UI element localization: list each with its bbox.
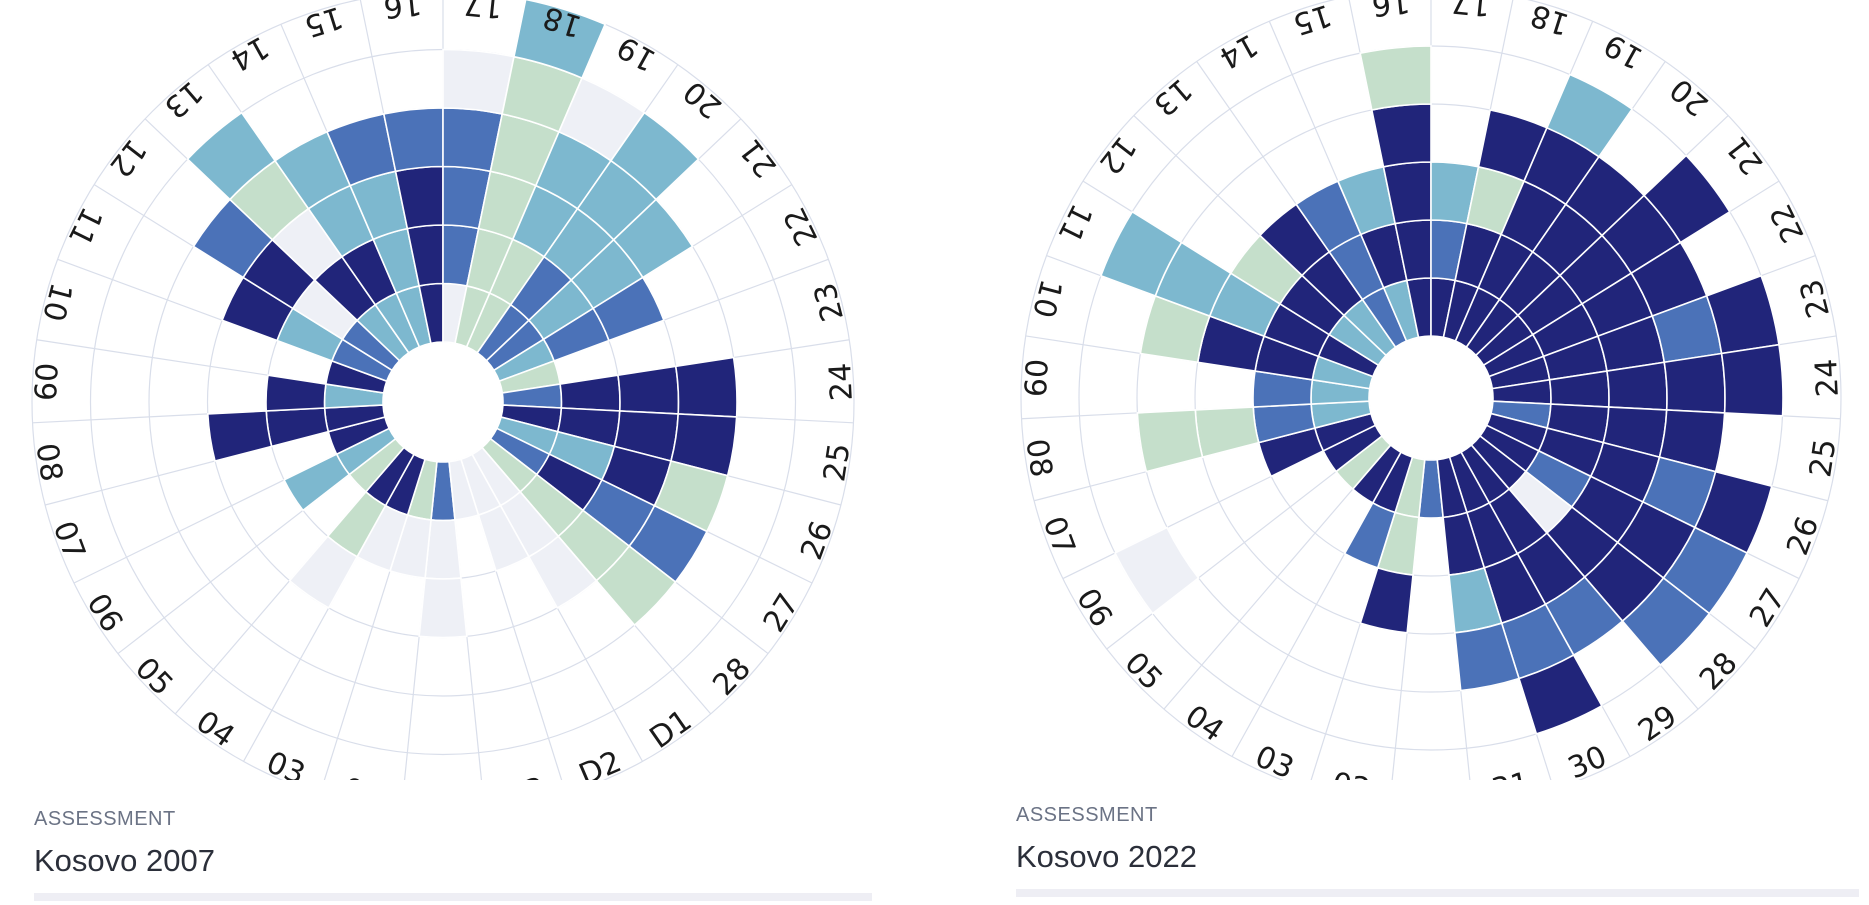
heatmap-cell-01-ring-3[interactable] xyxy=(418,577,468,639)
category-label-06: 06 xyxy=(79,588,129,639)
category-label-14: 14 xyxy=(224,29,274,78)
radial-heatmap-2007: 0102030405060708091011121314151617181920… xyxy=(26,0,860,780)
category-label-12: 12 xyxy=(1092,129,1143,181)
category-label-24: 24 xyxy=(1809,358,1846,398)
category-label-25: 25 xyxy=(1803,437,1843,480)
category-label-21: 21 xyxy=(733,132,784,184)
category-label-05: 05 xyxy=(1117,646,1169,698)
heatmap-cell-08-ring-2[interactable] xyxy=(265,407,330,448)
category-label-13: 13 xyxy=(157,74,209,125)
category-label-19: 19 xyxy=(1598,26,1648,75)
category-label-17: 17 xyxy=(463,0,505,24)
category-label-02: 02 xyxy=(340,772,384,780)
heatmap-cell-24-ring-4[interactable] xyxy=(674,356,738,418)
category-label-27: 27 xyxy=(1743,583,1793,634)
category-label-07: 07 xyxy=(1036,512,1082,560)
category-label-09: 09 xyxy=(1016,358,1053,398)
heatmap-cell-02-ring-3[interactable] xyxy=(1359,566,1414,634)
category-label-21: 21 xyxy=(1719,129,1770,181)
heatmap-cell-09-ring-2[interactable] xyxy=(265,374,327,412)
assessment-kicker: ASSESSMENT xyxy=(1016,804,1158,826)
assessment-kicker: ASSESSMENT xyxy=(34,808,176,830)
divider xyxy=(34,893,872,901)
category-label-18: 18 xyxy=(1526,0,1573,42)
category-label-15: 15 xyxy=(300,0,347,44)
category-label-03: 03 xyxy=(1250,739,1299,780)
heatmap-cell-24-ring-2[interactable] xyxy=(559,374,621,412)
heatmap-cell-17-ring-5[interactable] xyxy=(442,48,515,115)
category-label-08: 08 xyxy=(28,441,68,484)
category-label-07: 07 xyxy=(46,517,92,565)
heatmap-cell-22-ring-3[interactable] xyxy=(592,276,665,342)
category-label-10: 10 xyxy=(1025,276,1068,322)
category-label-16: 16 xyxy=(382,0,424,24)
category-label-27: 27 xyxy=(757,588,807,639)
category-label-05: 05 xyxy=(128,651,180,703)
category-label-28: 28 xyxy=(1693,646,1745,698)
category-label-17: 17 xyxy=(1450,0,1492,22)
category-label-01: 01 xyxy=(1412,778,1450,781)
category-label-26: 26 xyxy=(1780,512,1826,560)
heatmap-cell-06-ring-2[interactable] xyxy=(283,453,351,512)
category-label-26: 26 xyxy=(794,517,840,565)
category-label-29: 29 xyxy=(1632,699,1683,750)
heatmap-cell-16-ring-5[interactable] xyxy=(1359,45,1432,111)
heatmap-cell-11-ring-5[interactable] xyxy=(1099,210,1183,297)
category-label-D2: D2 xyxy=(574,744,627,780)
category-label-20: 20 xyxy=(1664,71,1716,122)
category-label-23: 23 xyxy=(1794,276,1837,322)
category-label-08: 08 xyxy=(1018,437,1058,480)
category-label-23: 23 xyxy=(808,279,851,325)
category-label-02: 02 xyxy=(1329,766,1373,780)
heatmap-cell-24-ring-5[interactable] xyxy=(1720,343,1784,417)
category-label-22: 22 xyxy=(1763,198,1811,248)
heatmap-cell-16-ring-4[interactable] xyxy=(1370,103,1432,168)
grid-ring xyxy=(1020,0,1842,780)
assessment-title[interactable]: Kosovo 2007 xyxy=(34,843,215,878)
heatmap-cell-08-ring-3[interactable] xyxy=(1194,406,1260,459)
category-label-09: 09 xyxy=(26,362,63,402)
heatmap-cell-06-ring-5[interactable] xyxy=(1113,526,1200,615)
category-label-20: 20 xyxy=(677,74,729,125)
category-label-13: 13 xyxy=(1147,71,1199,122)
assessment-caption: ASSESSMENT Kosovo 2022 xyxy=(1016,804,1859,897)
heatmap-cell-08-ring-3[interactable] xyxy=(206,410,273,463)
assessment-panel-2007[interactable]: 0102030405060708091011121314151617181920… xyxy=(0,0,900,905)
category-label-D1: D1 xyxy=(644,703,699,756)
heatmap-cell-21-ring-4[interactable] xyxy=(612,198,694,279)
divider xyxy=(1016,889,1859,897)
category-label-31: 31 xyxy=(1489,766,1533,780)
category-label-24: 24 xyxy=(823,362,860,402)
category-label-22: 22 xyxy=(777,201,825,251)
category-label-06: 06 xyxy=(1069,583,1119,634)
category-label-25: 25 xyxy=(817,441,857,484)
category-label-D3: D3 xyxy=(499,771,547,780)
category-label-04: 04 xyxy=(189,704,240,755)
category-label-30: 30 xyxy=(1563,739,1612,780)
heatmap-cell-08-ring-4[interactable] xyxy=(1136,409,1204,473)
category-label-16: 16 xyxy=(1370,0,1412,22)
heatmap-cell-D3-ring-1[interactable] xyxy=(448,458,480,521)
category-label-19: 19 xyxy=(611,29,661,78)
category-label-03: 03 xyxy=(261,745,310,780)
category-label-28: 28 xyxy=(706,651,758,703)
grid-ring xyxy=(31,0,855,780)
category-label-10: 10 xyxy=(35,279,78,325)
category-label-15: 15 xyxy=(1289,0,1336,42)
heatmap-cell-31-ring-4[interactable] xyxy=(1453,622,1521,692)
category-label-11: 11 xyxy=(1050,198,1098,248)
category-label-14: 14 xyxy=(1213,26,1263,75)
heatmap-cell-24-ring-4[interactable] xyxy=(1663,352,1726,414)
category-label-11: 11 xyxy=(61,201,109,251)
category-label-12: 12 xyxy=(102,132,153,184)
heatmap-cell-28-ring-4[interactable] xyxy=(595,545,677,627)
heatmap-cell-04-ring-3[interactable] xyxy=(288,535,359,609)
heatmap-cell-24-ring-3[interactable] xyxy=(1606,361,1668,411)
assessment-caption: ASSESSMENT Kosovo 2007 xyxy=(34,808,872,901)
heatmap-cell-24-ring-3[interactable] xyxy=(617,365,680,415)
category-label-04: 04 xyxy=(1179,699,1230,750)
assessment-title[interactable]: Kosovo 2022 xyxy=(1016,839,1197,874)
